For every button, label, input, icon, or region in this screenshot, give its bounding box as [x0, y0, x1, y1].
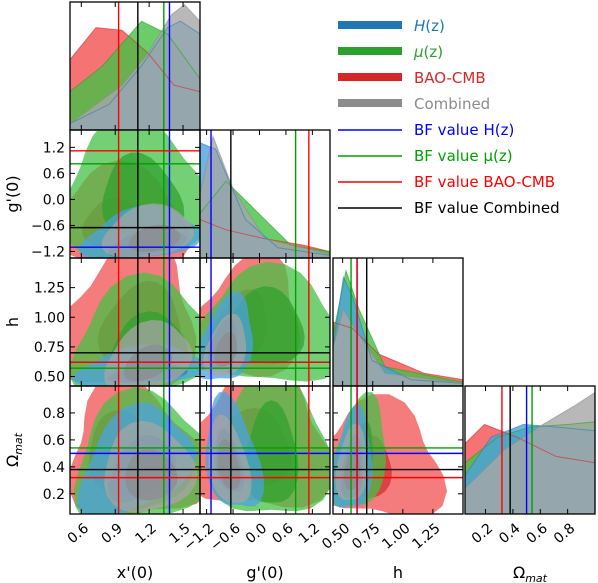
y-tick-label: −0.6: [31, 218, 65, 234]
legend-label: BF value μ(z): [414, 147, 513, 165]
panel-2-0: [69, 257, 201, 387]
legend-swatch: [338, 99, 402, 107]
x-tick-label: −0.6: [207, 520, 243, 554]
panel-1-1: [199, 129, 331, 259]
y-tick-label: 0.6: [43, 166, 65, 182]
legend-label: BAO-CMB: [414, 69, 486, 87]
y-axis-label: g'(0): [3, 175, 22, 212]
legend-swatch: [338, 73, 402, 81]
y-tick-label: 0.75: [34, 340, 65, 356]
panel-2-1: [199, 257, 331, 387]
legend-label: BF value BAO-CMB: [414, 173, 555, 191]
x-tick-label: 0.6: [524, 520, 551, 547]
hist-line-3-Ωmat: [465, 391, 595, 489]
hist-line-1-g'(0): [200, 180, 330, 253]
y-tick-label: 1.25: [34, 281, 65, 297]
x-tick-label: 1.00: [379, 520, 413, 552]
y-tick-label: 0.2: [43, 487, 65, 503]
hist-line-0-x'(0): [70, 20, 200, 125]
x-tick-label: 0.9: [99, 520, 126, 547]
panel-frame: [464, 385, 596, 515]
panel-frame: [199, 385, 331, 515]
contour-inner-3: [128, 224, 181, 252]
hist-3-Ωmat: [465, 392, 595, 514]
y-tick-label: 0.4: [43, 460, 65, 476]
hist-line-0-h: [333, 275, 463, 384]
panel-3-3: [464, 385, 596, 515]
y-tick-label: 0.8: [43, 406, 65, 422]
legend-label: BF value H(z): [414, 121, 514, 139]
legend: H(z) μ(z) BAO-CMB Combined BF value H(z) BF v…: [338, 17, 560, 217]
x-tick-label: 0.6: [65, 520, 92, 547]
hist-line-3-h: [333, 307, 463, 384]
hist-line-1-x'(0): [70, 20, 200, 92]
x-tick-label: 1.2: [296, 520, 323, 547]
legend-label: H(z): [414, 17, 445, 35]
legend-label: Combined: [414, 95, 490, 113]
x-axis-label: Ωmat: [513, 563, 548, 583]
y-tick-label: 0.0: [43, 192, 65, 208]
panel-3-1: [199, 385, 331, 515]
hist-3-x'(0): [70, 4, 200, 130]
x-axis-label: x'(0): [117, 563, 154, 582]
panel-1-0: [69, 129, 201, 259]
contour-inner-3: [217, 439, 241, 490]
x-tick-label: 0.2: [469, 520, 496, 547]
x-tick-label: 0.8: [551, 520, 578, 547]
hist-line-3-x'(0): [70, 3, 200, 125]
x-tick-label: 1.2: [132, 520, 159, 547]
x-tick-label: 0.4: [496, 520, 523, 547]
panel-3-0: [69, 385, 201, 515]
x-tick-label: 0.6: [269, 520, 296, 547]
y-tick-label: 1.00: [34, 310, 65, 326]
hist-line-2-h: [333, 321, 463, 381]
hist-line-0-Ωmat: [465, 423, 595, 476]
hist-line-1-Ωmat: [465, 421, 595, 464]
panel-2-2: [332, 257, 464, 387]
x-axis-label: h: [393, 563, 403, 582]
panel-3-2: [332, 385, 464, 515]
x-tick-label: 0.75: [349, 520, 383, 552]
y-axis-label: h: [3, 317, 22, 327]
y-tick-label: 1.2: [43, 140, 65, 156]
x-tick-label: 1.25: [409, 520, 443, 552]
legend-label: BF value Combined: [414, 199, 560, 217]
hist-line-3-g'(0): [200, 134, 330, 255]
y-tick-label: 0.50: [34, 370, 65, 386]
legend-swatch: [338, 47, 402, 55]
y-tick-label: −1.2: [31, 244, 65, 260]
x-tick-label: 0.0: [243, 520, 270, 547]
y-tick-label: 0.6: [43, 433, 65, 449]
hist-3-g'(0): [200, 136, 330, 258]
legend-swatch: [338, 21, 402, 29]
hist-line-2-x'(0): [70, 27, 200, 93]
y-axis-label: Ωmat: [3, 432, 25, 467]
x-axis-label: g'(0): [246, 563, 283, 582]
hist-line-2-Ωmat: [465, 423, 595, 464]
hist-3-h: [333, 309, 463, 386]
panel-frame: [332, 385, 464, 515]
panel-0-0: [69, 1, 201, 131]
x-tick-label: 0.50: [319, 520, 353, 552]
legend-label: μ(z): [413, 43, 443, 61]
